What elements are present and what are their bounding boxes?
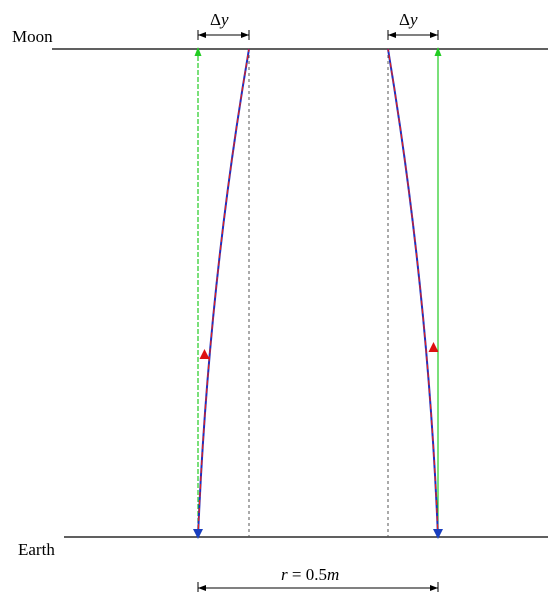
separation-label: r = 0.5m: [281, 565, 339, 584]
right-delta-y-dimension: [387, 30, 439, 40]
right-delta-y-label: Δy: [399, 10, 418, 29]
right-straight-arrowhead-icon: [434, 47, 442, 56]
separation-arrow-left-icon: [198, 585, 206, 591]
left-curved-path: [197, 48, 250, 538]
earth-label: Earth: [18, 540, 55, 559]
left-straight-arrowhead-icon: [194, 47, 202, 56]
right-curved-path-overlay: [387, 48, 439, 538]
separation-dimension: [197, 582, 439, 592]
right-dim-arrow-left-icon: [388, 32, 396, 38]
left-curved-path-overlay: [197, 48, 250, 538]
left-delta-y-dimension: [197, 30, 250, 40]
left-up-arrowhead-icon: [199, 349, 210, 359]
left-down-arrowhead-icon: [193, 529, 203, 539]
left-dim-arrow-left-icon: [198, 32, 206, 38]
right-dim-arrow-right-icon: [430, 32, 438, 38]
right-down-arrowhead-icon: [433, 529, 443, 539]
separation-arrow-right-icon: [430, 585, 438, 591]
right-up-arrowhead-icon: [428, 342, 439, 352]
left-dim-arrow-right-icon: [241, 32, 249, 38]
moon-label: Moon: [12, 27, 53, 46]
left-delta-y-label: Δy: [210, 10, 229, 29]
right-curved-path: [387, 48, 439, 538]
